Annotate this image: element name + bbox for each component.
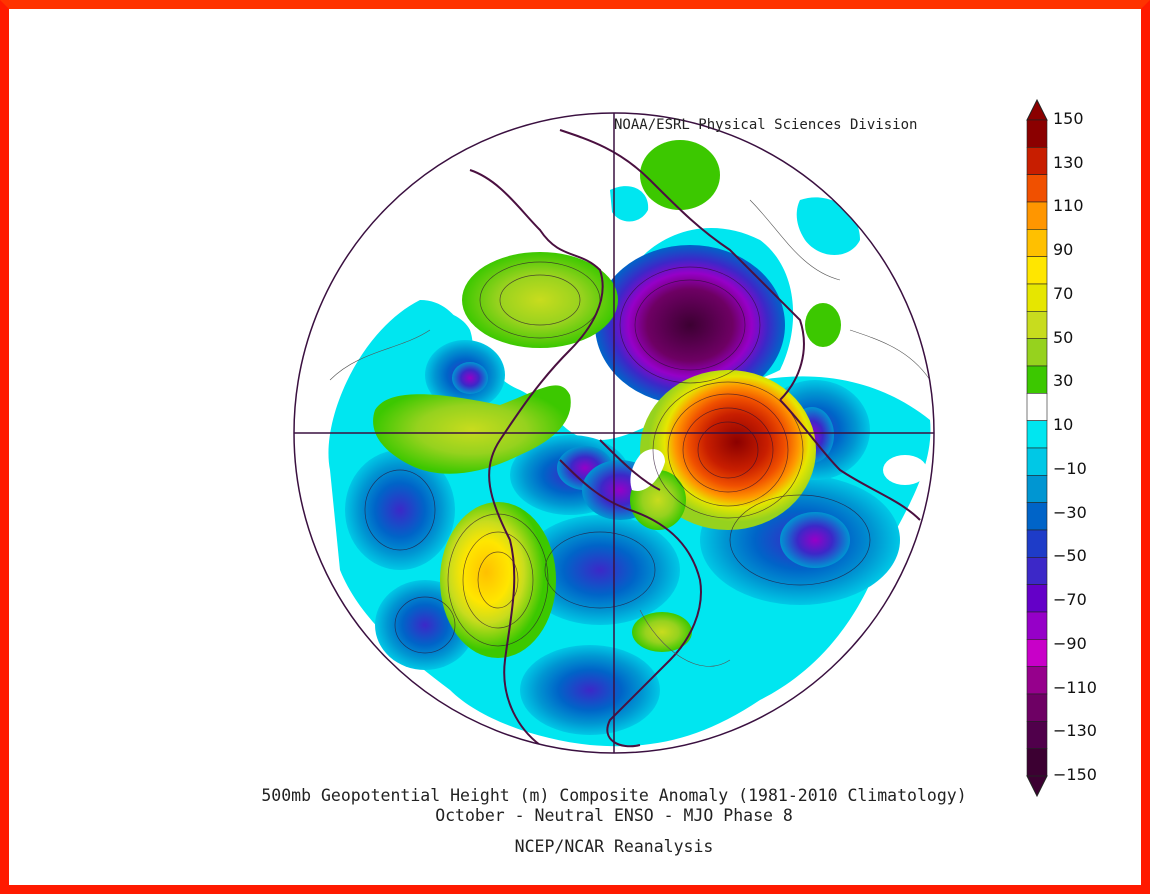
white-region bbox=[883, 455, 927, 485]
colorbar-swatch bbox=[1026, 393, 1048, 421]
green-anomaly-cell bbox=[805, 303, 841, 347]
colorbar-tick-label: −90 bbox=[1053, 633, 1087, 653]
cyan-anomaly-region bbox=[796, 197, 860, 255]
colorbar-tick-label: 90 bbox=[1053, 240, 1074, 260]
colorbar-swatch bbox=[1026, 447, 1048, 476]
cyan-anomaly-region bbox=[610, 186, 649, 222]
data-source-label: NCEP/NCAR Reanalysis bbox=[514, 837, 714, 856]
colorbar bbox=[1026, 98, 1048, 798]
colorbar-swatch bbox=[1026, 721, 1048, 749]
colorbar-swatch bbox=[1026, 229, 1048, 257]
colorbar-tick-label: 30 bbox=[1053, 371, 1074, 391]
colorbar-swatch bbox=[1026, 119, 1048, 148]
green-anomaly-cell bbox=[640, 140, 720, 210]
map-title: 500mb Geopotential Height (m) Composite … bbox=[261, 786, 967, 805]
colorbar-tick-label: −110 bbox=[1053, 677, 1097, 697]
white-gap bbox=[630, 449, 665, 491]
colorbar-swatch bbox=[1026, 420, 1048, 449]
colorbar-tick-label: 110 bbox=[1053, 196, 1084, 216]
colorbar-tick-label: 70 bbox=[1053, 283, 1074, 303]
colorbar-swatch bbox=[1026, 502, 1048, 531]
yellow-high-anomaly bbox=[440, 502, 556, 658]
colorbar-swatch bbox=[1026, 338, 1048, 367]
colorbar-tick-label: −150 bbox=[1053, 765, 1097, 784]
blue-anomaly-cell bbox=[345, 450, 455, 570]
colorbar-tick-label: 150 bbox=[1053, 109, 1084, 128]
colorbar-swatch bbox=[1026, 748, 1048, 777]
colorbar-tick-label: −10 bbox=[1053, 458, 1087, 478]
deep-low-anomaly bbox=[595, 245, 785, 405]
colorbar-swatch bbox=[1026, 201, 1048, 230]
colorbar-tick-label: −130 bbox=[1053, 721, 1097, 741]
colorbar-swatch bbox=[1026, 365, 1048, 394]
colorbar-swatch bbox=[1026, 529, 1048, 558]
colorbar-swatch bbox=[1026, 584, 1048, 613]
purple-anomaly-cell bbox=[780, 512, 850, 568]
map-subtitle: October - Neutral ENSO - MJO Phase 8 bbox=[435, 806, 793, 825]
colorbar-swatch bbox=[1026, 475, 1048, 503]
credit-label: NOAA/ESRL Physical Sciences Division bbox=[614, 117, 918, 133]
colorbar-tick-label: −70 bbox=[1053, 590, 1087, 610]
blue-anomaly-cell bbox=[520, 515, 680, 625]
colorbar-tick-label: −50 bbox=[1053, 546, 1087, 566]
colorbar-swatch bbox=[1026, 147, 1048, 175]
colorbar-swatch bbox=[1026, 666, 1048, 695]
colorbar-swatch bbox=[1026, 639, 1048, 667]
colorbar-swatch bbox=[1026, 557, 1048, 585]
colorbar-min-arrow bbox=[1026, 775, 1048, 798]
colorbar-swatch bbox=[1026, 693, 1048, 722]
colorbar-swatch bbox=[1026, 174, 1048, 203]
colorbar-max-arrow bbox=[1026, 98, 1048, 121]
colorbar-swatch bbox=[1026, 611, 1048, 640]
blue-anomaly-cell bbox=[520, 645, 660, 735]
purple-anomaly-cell bbox=[452, 362, 488, 394]
colorbar-swatch bbox=[1026, 283, 1048, 312]
green-anomaly-cell bbox=[462, 252, 618, 348]
colorbar-swatch bbox=[1026, 311, 1048, 339]
map-boundary bbox=[293, 112, 935, 754]
colorbar-tick-label: 130 bbox=[1053, 152, 1084, 172]
coastlines bbox=[469, 129, 921, 748]
contour-lines bbox=[364, 261, 871, 654]
colorbar-tick-label: 50 bbox=[1053, 327, 1074, 347]
colorbar-swatch bbox=[1026, 256, 1048, 285]
colorbar-tick-label: 10 bbox=[1053, 415, 1074, 435]
colorbar-tick-label: −30 bbox=[1053, 502, 1087, 522]
